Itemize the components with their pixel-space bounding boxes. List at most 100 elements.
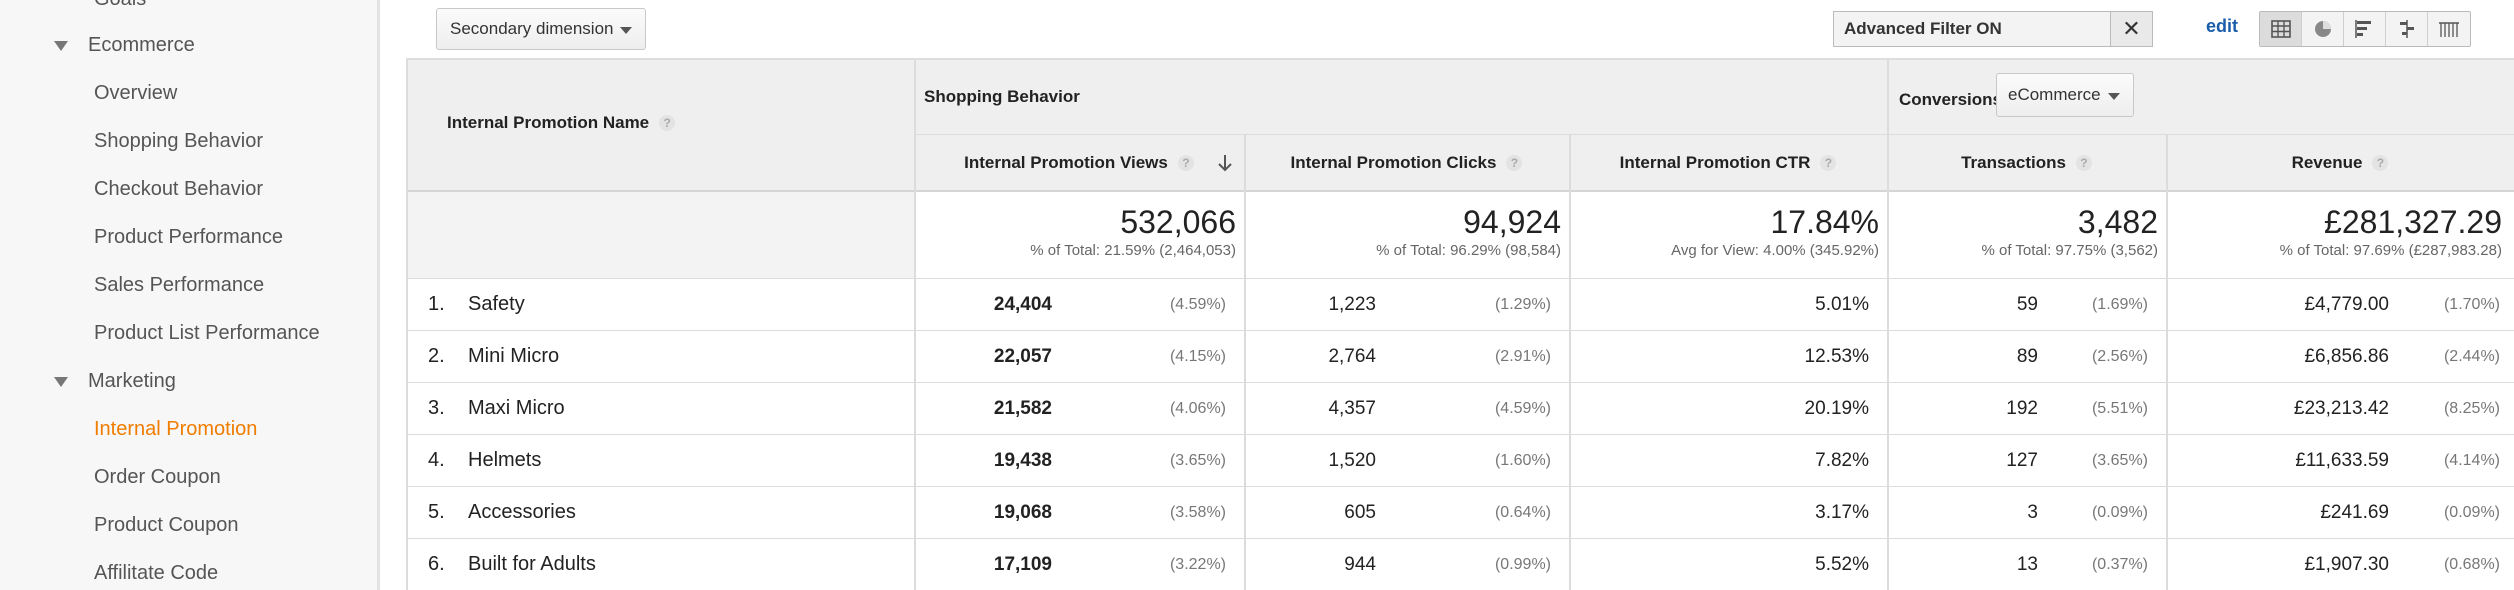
chevron-down-icon: [2108, 93, 2120, 100]
sidebar: Goals Ecommerce Overview Shopping Behavi…: [0, 0, 380, 590]
grid-line: [914, 60, 916, 590]
column-header-label: Internal Promotion Name: [447, 113, 650, 132]
performance-view-icon[interactable]: [2344, 12, 2386, 46]
table-view-icon[interactable]: [2260, 12, 2302, 46]
report-toolbar: Secondary dimension Advanced Filter ON ✕…: [383, 0, 2514, 58]
table-row[interactable]: [406, 487, 2514, 539]
help-icon[interactable]: ?: [2372, 155, 2389, 171]
grid-line: [1887, 60, 1889, 590]
sidebar-item-product-coupon[interactable]: Product Coupon: [94, 514, 239, 536]
table-header: [406, 60, 2514, 190]
advanced-filter-field[interactable]: Advanced Filter ON ✕: [1833, 11, 2153, 47]
ctr-value: 7.82%: [1815, 450, 1869, 471]
row-index: 5.: [428, 501, 445, 523]
transactions-value: 192: [2006, 398, 2038, 419]
sidebar-item-shopping-behavior[interactable]: Shopping Behavior: [94, 130, 264, 152]
clicks-percent: (1.29%): [1494, 296, 1551, 313]
grid-line: [914, 134, 2514, 135]
totals-row-label-cell: [406, 192, 914, 278]
sidebar-item-product-list-performance[interactable]: Product List Performance: [94, 322, 320, 344]
revenue-value: £4,779.00: [2304, 294, 2389, 315]
revenue-value: £11,633.59: [2295, 450, 2389, 471]
revenue-value: £241.69: [2320, 502, 2389, 523]
table-row[interactable]: [406, 539, 2514, 590]
ctr-value: 5.52%: [1815, 554, 1869, 575]
row-divider: [406, 486, 2514, 487]
column-header-internal-promotion-views[interactable]: Internal Promotion Views?: [924, 148, 1234, 178]
promotion-name-link[interactable]: Accessories: [468, 501, 576, 523]
sidebar-section-marketing[interactable]: Marketing: [54, 370, 176, 393]
comparison-view-icon[interactable]: [2386, 12, 2428, 46]
row-index: 6.: [428, 553, 445, 575]
promotion-name-link[interactable]: Built for Adults: [468, 553, 596, 575]
column-header-internal-promotion-name[interactable]: Internal Promotion Name?: [447, 108, 676, 138]
promotion-name-link[interactable]: Safety: [468, 293, 525, 315]
clicks-value: 944: [1344, 554, 1376, 575]
revenue-value: £1,907.30: [2304, 554, 2389, 575]
pie-view-icon[interactable]: [2302, 12, 2344, 46]
help-icon[interactable]: ?: [1506, 155, 1523, 171]
sidebar-section-ecommerce[interactable]: Ecommerce: [54, 34, 195, 57]
secondary-dimension-dropdown[interactable]: Secondary dimension: [436, 8, 646, 50]
total-internal-promotion-views: 532,066: [1120, 204, 1236, 240]
transactions-percent: (2.56%): [2091, 348, 2148, 365]
pivot-view-icon[interactable]: [2428, 12, 2470, 46]
column-header-internal-promotion-clicks[interactable]: Internal Promotion Clicks?: [1244, 148, 1569, 178]
transactions-value: 127: [2006, 450, 2038, 471]
clicks-percent: (2.91%): [1494, 348, 1551, 365]
views-number: 24,404: [993, 294, 1052, 315]
help-icon[interactable]: ?: [1177, 155, 1194, 171]
revenue-percent: (8.25%): [2443, 400, 2500, 417]
sidebar-item-sales-performance[interactable]: Sales Performance: [94, 274, 265, 296]
grid-line: [1569, 134, 1571, 590]
table-row[interactable]: [406, 279, 2514, 331]
clicks-value: 605: [1344, 502, 1376, 523]
revenue-percent: (4.14%): [2443, 452, 2500, 469]
edit-filter-link[interactable]: edit: [2206, 16, 2239, 36]
ctr-value: 3.17%: [1815, 502, 1869, 523]
promotion-name-link[interactable]: Mini Micro: [468, 345, 560, 367]
close-icon[interactable]: ✕: [2110, 12, 2152, 46]
table-row[interactable]: [406, 435, 2514, 487]
promotion-name-link[interactable]: Maxi Micro: [468, 397, 565, 419]
table-row[interactable]: [406, 331, 2514, 383]
row-index: 1.: [428, 293, 445, 315]
column-header-internal-promotion-ctr[interactable]: Internal Promotion CTR?: [1569, 148, 1887, 178]
help-icon[interactable]: ?: [659, 115, 676, 131]
sidebar-item-checkout-behavior[interactable]: Checkout Behavior: [94, 178, 263, 200]
conversions-select-value: eCommerce: [2008, 85, 2101, 104]
column-header-revenue[interactable]: Revenue?: [2166, 148, 2514, 178]
sidebar-section-label: Marketing: [88, 370, 176, 392]
row-index: 2.: [428, 345, 445, 367]
group-header-conversions: Conversions: [1899, 90, 2002, 109]
transactions-value: 13: [2016, 554, 2038, 575]
revenue-percent: (2.44%): [2443, 348, 2500, 365]
row-index: 3.: [428, 397, 445, 419]
help-icon[interactable]: ?: [1820, 155, 1837, 171]
sidebar-item-internal-promotion[interactable]: Internal Promotion: [94, 418, 258, 440]
conversions-goal-select[interactable]: eCommerce: [1996, 73, 2134, 117]
transactions-percent: (3.65%): [2091, 452, 2148, 469]
views-number: 19,068: [993, 502, 1052, 523]
help-icon[interactable]: ?: [2075, 155, 2092, 171]
sort-descending-icon[interactable]: [1218, 154, 1232, 172]
sidebar-item-goals[interactable]: Goals: [94, 0, 146, 11]
clicks-value: 1,223: [1328, 294, 1376, 315]
views-value: 22,057: [994, 346, 1052, 368]
column-header-label: Revenue: [2291, 153, 2363, 172]
report-table: Internal Promotion Name? Shopping Behavi…: [406, 58, 2514, 590]
table-row[interactable]: [406, 383, 2514, 435]
revenue-percent: (1.70%): [2443, 296, 2500, 313]
column-header-transactions[interactable]: Transactions?: [1887, 148, 2166, 178]
clicks-percent: (1.60%): [1494, 452, 1551, 469]
sidebar-item-overview[interactable]: Overview: [94, 82, 178, 104]
sidebar-item-affiliate-code[interactable]: Affilitate Code: [94, 562, 219, 584]
sidebar-item-order-coupon[interactable]: Order Coupon: [94, 466, 221, 488]
collapse-triangle-icon: [54, 376, 68, 387]
row-divider: [406, 434, 2514, 435]
promotion-name-link[interactable]: Helmets: [468, 449, 542, 471]
transactions-percent: (0.09%): [2091, 504, 2148, 521]
total-transactions: 3,482: [2077, 204, 2158, 240]
sidebar-item-product-performance[interactable]: Product Performance: [94, 226, 283, 248]
ctr-value: 5.01%: [1815, 294, 1869, 315]
